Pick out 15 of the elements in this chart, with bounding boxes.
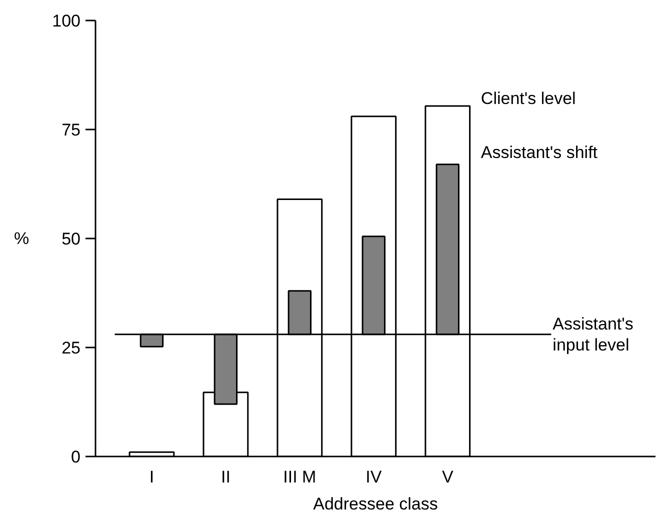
series-label: Assistant's shift (480, 142, 598, 162)
x-tick-label: I (149, 468, 154, 486)
y-tick-label: 100 (52, 12, 81, 30)
y-tick-label: 0 (71, 448, 81, 466)
y-axis-title: % (14, 229, 30, 248)
x-tick-label: III M (283, 468, 316, 486)
x-axis-title: Addressee class (313, 494, 438, 514)
x-tick-label: IV (366, 468, 382, 486)
y-tick-label: 75 (62, 120, 81, 140)
ref-line-label: Assistant's input level (552, 314, 634, 354)
y-tick-label: 50 (62, 230, 81, 248)
x-tick-label: II (220, 468, 230, 486)
series-label: Client's level (480, 88, 576, 108)
y-tick-label: 25 (62, 338, 81, 358)
x-tick-label: V (442, 468, 454, 486)
